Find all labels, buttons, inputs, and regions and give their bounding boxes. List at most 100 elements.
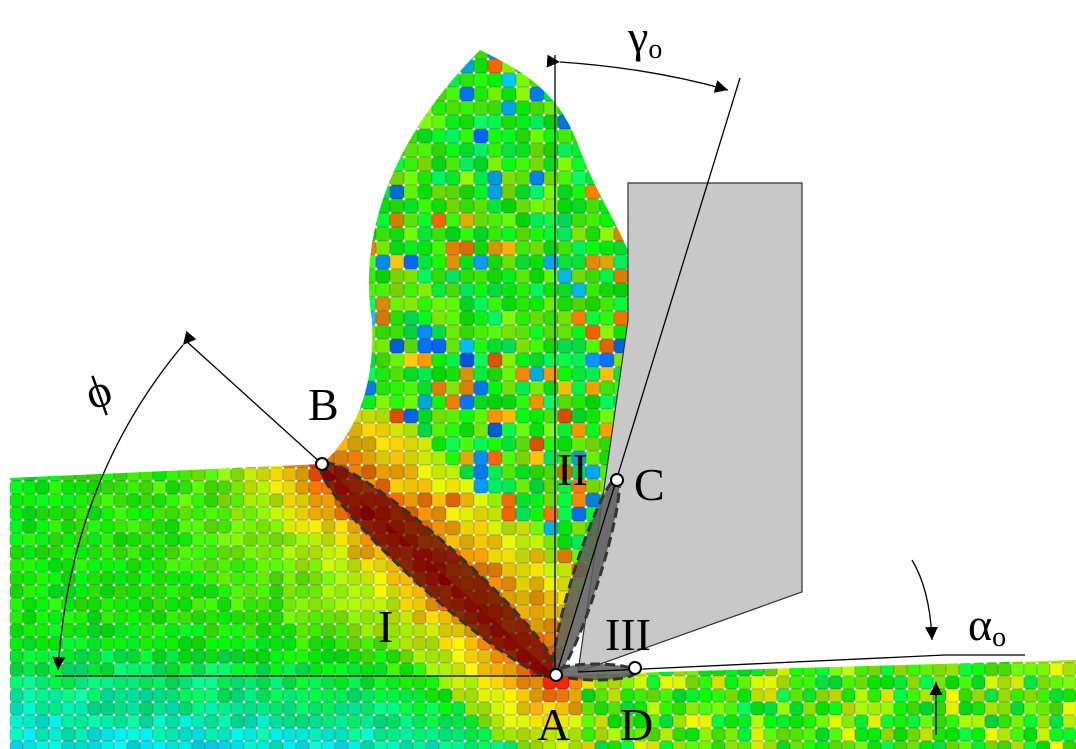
particle (600, 409, 614, 423)
particle (474, 73, 488, 87)
particle (502, 311, 516, 325)
particle (362, 423, 376, 437)
particle (894, 572, 907, 585)
particle (452, 728, 465, 741)
particle (881, 481, 894, 494)
particle (474, 157, 488, 171)
particle (426, 689, 439, 702)
particle (49, 689, 62, 702)
particle (296, 624, 309, 637)
particle (1024, 494, 1037, 507)
particle (530, 59, 544, 73)
particle (946, 702, 959, 715)
particle (62, 702, 75, 715)
particle (334, 171, 348, 185)
particle (413, 702, 426, 715)
particle (777, 689, 790, 702)
particle (881, 455, 894, 468)
particle (907, 559, 920, 572)
particle (49, 507, 62, 520)
particle (803, 663, 816, 676)
particle (474, 129, 488, 143)
particle (348, 728, 361, 741)
particle (140, 650, 153, 663)
particle (868, 520, 881, 533)
particle (628, 73, 642, 87)
particle (390, 101, 404, 115)
particle (418, 227, 432, 241)
particle (488, 549, 502, 563)
particle (920, 741, 933, 749)
particle (516, 213, 530, 227)
particle (530, 423, 544, 437)
particle (558, 73, 572, 87)
particle (586, 409, 600, 423)
particle (127, 585, 140, 598)
particle (270, 494, 283, 507)
particle (244, 663, 257, 676)
particle (933, 611, 946, 624)
particle (803, 624, 816, 637)
particle (270, 624, 283, 637)
particle (452, 637, 465, 650)
particle (432, 465, 446, 479)
particle (660, 689, 673, 702)
particle (488, 353, 502, 367)
particle (376, 353, 390, 367)
particle (544, 367, 558, 381)
particle (192, 468, 205, 481)
particle (322, 585, 335, 598)
particle (558, 549, 572, 563)
particle (530, 115, 544, 129)
particle (1011, 520, 1024, 533)
particle (530, 325, 544, 339)
particle (348, 87, 362, 101)
particle (491, 715, 504, 728)
particle (985, 728, 998, 741)
particle (426, 728, 439, 741)
particle (335, 650, 348, 663)
particle (387, 689, 400, 702)
particle (418, 493, 432, 507)
particle (816, 585, 829, 598)
particle (270, 559, 283, 572)
particle (502, 87, 516, 101)
particle (600, 45, 614, 59)
particle (36, 455, 49, 468)
particle (544, 339, 558, 353)
particle (544, 423, 558, 437)
particle (1037, 572, 1050, 585)
particle (376, 451, 390, 465)
particle (972, 702, 985, 715)
particle (586, 297, 600, 311)
particle (446, 353, 460, 367)
particle (1024, 546, 1037, 559)
particle (530, 367, 544, 381)
particle (270, 702, 283, 715)
particle (842, 624, 855, 637)
particle (334, 73, 348, 87)
particle (712, 650, 725, 663)
particle (972, 650, 985, 663)
particle (488, 423, 502, 437)
particle (474, 339, 488, 353)
particle (946, 598, 959, 611)
particle (1024, 728, 1037, 741)
particle (418, 115, 432, 129)
particle (361, 689, 374, 702)
particle (362, 213, 376, 227)
particle (544, 255, 558, 269)
particle (751, 611, 764, 624)
particle (88, 715, 101, 728)
particle (881, 676, 894, 689)
particle (855, 715, 868, 728)
particle (614, 157, 628, 171)
particle (803, 598, 816, 611)
particle (642, 129, 656, 143)
particle (803, 741, 816, 749)
particle (530, 73, 544, 87)
particle (432, 325, 446, 339)
particle (544, 451, 558, 465)
particle (751, 728, 764, 741)
particle (296, 637, 309, 650)
